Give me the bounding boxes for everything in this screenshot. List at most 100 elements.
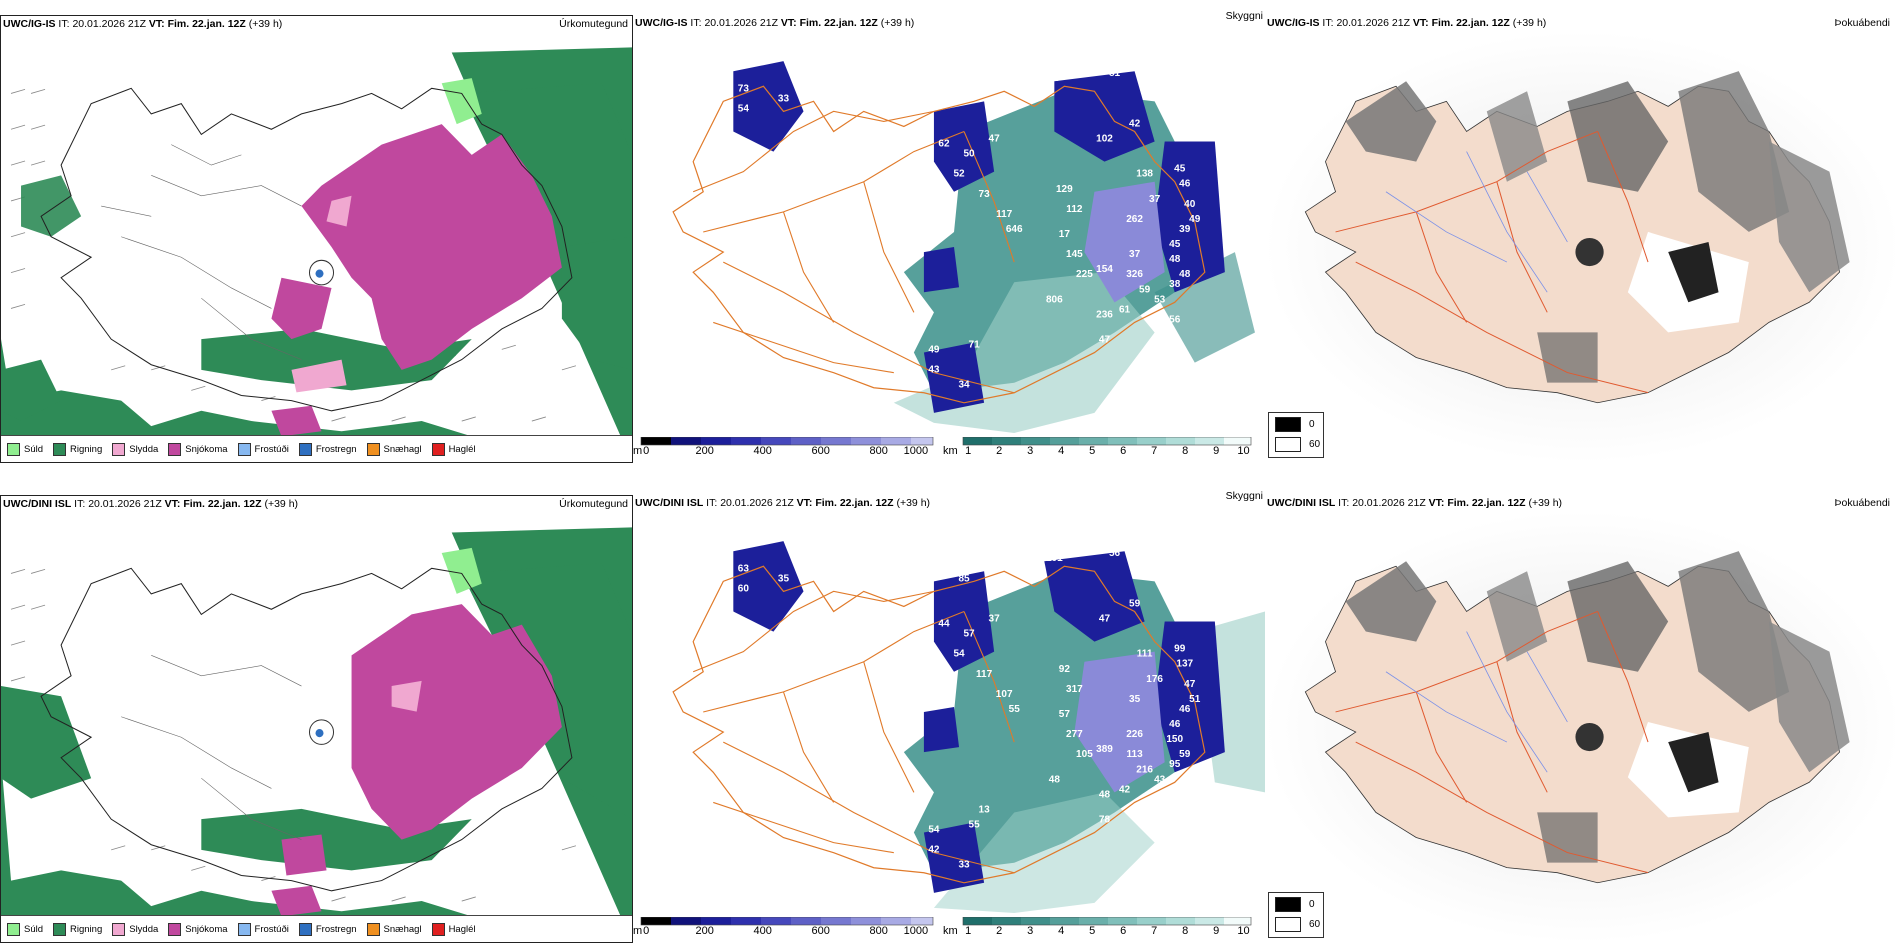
lead-time: (+39 h) bbox=[1528, 497, 1563, 509]
cloudbase-value-label: 35 bbox=[1129, 694, 1141, 705]
legend-swatch bbox=[7, 922, 20, 936]
cloudbase-value-label: 107 bbox=[996, 689, 1013, 700]
cloudbase-value-label: 59 bbox=[1179, 749, 1191, 760]
model-name: UWC/DINI ISL bbox=[635, 497, 704, 509]
cloudbase-value-label: 53 bbox=[1154, 294, 1166, 305]
model-name: UWC/IG-IS bbox=[635, 17, 688, 29]
legend-item: Snjókoma bbox=[168, 922, 228, 936]
tick-label: 9 bbox=[1213, 925, 1220, 937]
cloudbase-value-label: 46 bbox=[1179, 179, 1191, 190]
cloudbase-value-label: 54 bbox=[953, 649, 965, 660]
cloudbase-value-label: 60 bbox=[738, 583, 750, 594]
cloudbase-value-label: 73 bbox=[979, 189, 991, 200]
cloudbase-value-label: 216 bbox=[1136, 764, 1153, 775]
panel-title: Þokuábendi bbox=[1834, 17, 1890, 29]
visibility-colorbar: km 1 2 3 4 5 6 7 8 9 10 bbox=[943, 917, 1253, 941]
cloudbase-panel-bottom: UWC/DINI ISL IT: 20.01.2026 21Z VT: Fim.… bbox=[633, 490, 1265, 943]
cloudbase-value-label: 44 bbox=[938, 619, 950, 630]
cloudbase-value-label: 81 bbox=[1109, 68, 1121, 79]
cloudbase-value-label: 63 bbox=[738, 563, 750, 574]
cloudbase-value-label: 112 bbox=[1066, 204, 1083, 215]
panel-title: Úrkomutegund bbox=[559, 498, 628, 510]
tick-label: 200 bbox=[695, 925, 714, 937]
tick-label: 6 bbox=[1120, 925, 1127, 937]
tick-label: 10 bbox=[1237, 445, 1250, 457]
precip-legend: Súld Rigning Slydda Snjókoma Frostúði Fr… bbox=[1, 915, 632, 942]
cloudbase-value-label: 17 bbox=[1059, 229, 1071, 240]
precip-panel-top: UWC/IG-IS IT: 20.01.2026 21Z VT: Fim. 22… bbox=[0, 15, 633, 463]
cloudbase-value-label: 73 bbox=[738, 83, 750, 94]
legend-swatch bbox=[168, 442, 182, 456]
cloudbase-value-label: 236 bbox=[1096, 309, 1113, 320]
init-time: 20.01.2026 21Z bbox=[704, 17, 778, 29]
legend-item: Frostúði bbox=[237, 442, 289, 456]
cloudbase-value-label: 154 bbox=[1096, 264, 1113, 275]
cloudbase-value-label: 43 bbox=[723, 609, 735, 620]
init-time: 20.01.2026 21Z bbox=[1352, 497, 1426, 509]
legend-swatch bbox=[431, 922, 445, 936]
cloudbase-value-label: 56 bbox=[1109, 548, 1121, 559]
cloudbase-value-label: 262 bbox=[1126, 214, 1143, 225]
valid-time: Fim. 22.jan. 12Z bbox=[815, 497, 894, 509]
legend-swatch bbox=[1275, 917, 1301, 932]
cloudbase-value-label: 55 bbox=[1009, 704, 1021, 715]
cloudbase-value-label: 46 bbox=[723, 129, 735, 140]
init-time: 20.01.2026 21Z bbox=[1336, 17, 1410, 29]
cloudbase-value-label: 42 bbox=[928, 845, 940, 856]
tick-label: 800 bbox=[869, 925, 888, 937]
legend-swatch bbox=[431, 442, 445, 456]
legend-item: Súld bbox=[7, 442, 43, 456]
lead-time: (+39 h) bbox=[264, 498, 299, 510]
model-name: UWC/DINI ISL bbox=[3, 498, 72, 510]
tick-label: 9 bbox=[1213, 445, 1220, 457]
tick-label: 5 bbox=[1089, 445, 1096, 457]
cloudbase-value-label: 138 bbox=[1136, 169, 1153, 180]
tick-label: 2 bbox=[996, 445, 1003, 457]
cloudbase-value-label: 85 bbox=[913, 380, 925, 391]
cloudbase-value-label: 56 bbox=[1169, 314, 1181, 325]
legend-swatch bbox=[366, 922, 380, 936]
legend-swatch bbox=[298, 442, 312, 456]
panel-header: UWC/IG-IS IT: 20.01.2026 21Z VT: Fim. 22… bbox=[1267, 17, 1890, 29]
cloudbase-value-label: 95 bbox=[1169, 759, 1181, 770]
cloudbase-value-label: 43 bbox=[928, 365, 940, 376]
model-name: UWC/IG-IS bbox=[1267, 17, 1320, 29]
colorbar-unit: m bbox=[633, 925, 643, 937]
cloudbase-value-label: 47 bbox=[1099, 614, 1111, 625]
colorbar-unit: km bbox=[943, 925, 958, 937]
tick-label: 800 bbox=[869, 445, 888, 457]
panel-header: UWC/IG-IS IT: 20.01.2026 21Z VT: Fim. 22… bbox=[3, 18, 628, 30]
cloudbase-value-label: 277 bbox=[1066, 729, 1083, 740]
precip-panel-bottom: UWC/DINI ISL IT: 20.01.2026 21Z VT: Fim.… bbox=[0, 495, 633, 943]
precip-map: Súld Rigning Slydda Snjókoma Frostúði Fr… bbox=[1, 512, 632, 942]
legend-swatch bbox=[237, 442, 251, 456]
tick-label: 7 bbox=[1151, 925, 1158, 937]
legend-swatch bbox=[366, 442, 380, 456]
cloudbase-value-label: 57 bbox=[963, 629, 975, 640]
cloudbase-value-label: 45 bbox=[1169, 239, 1181, 250]
fog-legend-top: 0 60 bbox=[1268, 412, 1324, 458]
cloudbase-value-label: 13 bbox=[979, 804, 991, 815]
legend-item: Slydda bbox=[112, 922, 158, 936]
cloudbase-value-label: 45 bbox=[1174, 164, 1186, 175]
cloudbase-value-label: 43 bbox=[1154, 774, 1166, 785]
tick-label: 400 bbox=[753, 445, 772, 457]
cloudbase-value-label: 145 bbox=[1066, 249, 1083, 260]
tick-label: 2 bbox=[996, 925, 1003, 937]
cloudbase-value-label: 78 bbox=[1099, 815, 1111, 826]
cloudbase-value-label: 113 bbox=[1127, 749, 1144, 760]
cloudbase-value-label: 49 bbox=[928, 345, 940, 356]
cloudbase-value-label: 37 bbox=[989, 614, 1001, 625]
panel-header: UWC/DINI ISL IT: 20.01.2026 21Z VT: Fim.… bbox=[1267, 497, 1890, 509]
cloudbase-value-label: 389 bbox=[1096, 744, 1113, 755]
cloudbase-value-label: 37 bbox=[1149, 194, 1161, 205]
tick-label: 10 bbox=[1237, 925, 1250, 937]
legend-item: Súld bbox=[7, 922, 43, 936]
tick-label: 7 bbox=[1151, 445, 1158, 457]
cloudbase-value-label: 34 bbox=[958, 380, 970, 391]
panel-header: UWC/DINI ISL IT: 20.01.2026 21Z VT: Fim.… bbox=[3, 498, 628, 510]
cloudbase-value-label: 41 bbox=[913, 860, 925, 871]
cloudbase-value-label: 62 bbox=[938, 139, 950, 150]
cloudbase-value-label: 117 bbox=[976, 669, 993, 680]
cloudbase-colorbar: m 0 200 400 600 800 1000 bbox=[633, 917, 935, 941]
